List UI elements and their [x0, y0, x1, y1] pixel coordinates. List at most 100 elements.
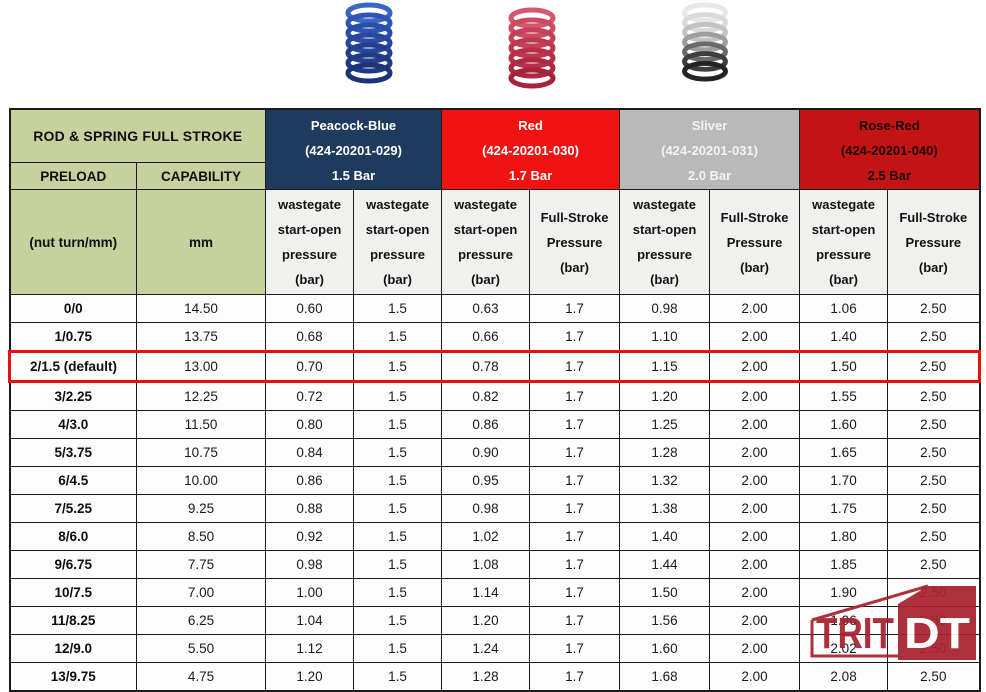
preload-header: PRELOAD: [9, 162, 137, 190]
table-corner-title: ROD & SPRING FULL STROKE: [8, 108, 267, 163]
spring-coil: [682, 61, 728, 82]
logo-text-left: TRIT: [816, 609, 894, 658]
value-cell: 2.00: [709, 466, 801, 495]
value-cell: 2.00: [709, 662, 801, 692]
spring-coil: [345, 2, 393, 24]
value-cell: 2.00: [709, 550, 801, 579]
value-cell: 0.84: [265, 438, 355, 467]
value-cell: 1.56: [619, 606, 711, 635]
spring-coil: [682, 2, 728, 23]
value-cell: 14.50: [135, 294, 267, 323]
value-cell: 2.00: [709, 322, 801, 352]
preload-cell: 0/0: [9, 294, 137, 323]
spring-coil: [682, 22, 728, 43]
logo-box: [898, 586, 976, 660]
value-cell: 0.98: [619, 294, 711, 323]
spring-coil: [682, 31, 728, 53]
value-cell: 0.72: [265, 381, 355, 411]
value-cell: 2.00: [709, 494, 801, 523]
value-cell: 2.50: [887, 662, 981, 692]
value-cell: 1.70: [799, 466, 889, 495]
logo-outline: [810, 620, 898, 658]
value-cell: 2.50: [887, 522, 981, 551]
logo-text-right: DT: [904, 609, 970, 658]
value-cell: 1.00: [265, 578, 355, 607]
spring-coil: [508, 37, 556, 59]
table-row: 7/5.25 9.25 0.88 1.5 0.98 1.7 1.38 2.00 1.75 2.50: [9, 494, 981, 523]
group-rated-pressure: 1.5 Bar: [331, 167, 376, 183]
preload-cell: 3/2.25: [9, 381, 137, 411]
table-row: 12/9.05.501.121.51.241.71.602.002.022.50: [9, 634, 981, 663]
value-cell: 1.5: [353, 410, 443, 439]
value-cell: 1.7: [529, 438, 621, 467]
value-cell: 1.7: [529, 350, 621, 383]
value-cell: 1.12: [265, 634, 355, 663]
preload-cell: 10/7.5: [9, 578, 137, 607]
sliver-spring-photo: [682, 2, 728, 82]
value-cell: 1.5: [353, 578, 443, 607]
value-cell: 1.7: [529, 494, 621, 523]
tritdt-watermark-logo: TRIT DT: [810, 584, 976, 660]
value-cell: 1.50: [799, 350, 889, 383]
value-cell: 2.08: [799, 662, 889, 692]
value-cell: 0.70: [265, 350, 355, 383]
value-cell: 6.25: [135, 606, 267, 635]
value-cell: 0.98: [441, 494, 531, 523]
value-cell: 0.95: [441, 466, 531, 495]
value-cell: 1.7: [529, 522, 621, 551]
preload-cell: 9/6.75: [9, 550, 137, 579]
subcolumn-header: wastegate start-open pressure (bar): [441, 189, 531, 295]
spring-coil: [345, 32, 393, 54]
spring-coil: [345, 52, 393, 74]
value-cell: 1.5: [353, 438, 443, 467]
value-cell: 1.75: [799, 494, 889, 523]
value-cell: 1.85: [799, 550, 889, 579]
value-cell: 1.7: [529, 466, 621, 495]
value-cell: 1.14: [441, 578, 531, 607]
value-cell: 1.7: [529, 294, 621, 323]
value-cell: 2.50: [887, 322, 981, 352]
value-cell: 8.50: [135, 522, 267, 551]
table-row: 13/9.75 4.75 1.20 1.5 1.28 1.7 1.68 2.00 2.08 2.5…: [9, 662, 981, 692]
group-rated-pressure: 1.7 Bar: [508, 167, 553, 183]
spring-coil: [508, 57, 556, 79]
group-part-number: (424-20201-031): [661, 142, 758, 158]
value-cell: 2.50: [887, 550, 981, 579]
value-cell: 1.20: [441, 606, 531, 635]
value-cell: 1.60: [619, 634, 711, 663]
preload-unit-header: (nut turn/mm): [9, 189, 137, 295]
preload-cell: 5/3.75: [9, 438, 137, 467]
spring-coil: [682, 41, 728, 62]
spring-coil: [345, 12, 393, 34]
group-header-peacock-blue: Peacock-Blue (424-20201-029) 1.5 Bar: [265, 108, 443, 190]
page: ROD & SPRING FULL STROKE Peacock-Blue (4…: [8, 2, 982, 692]
spring-coil: [508, 47, 556, 69]
group-name: Red: [518, 117, 543, 133]
value-cell: 1.5: [353, 381, 443, 411]
value-cell: 2.00: [709, 381, 801, 411]
group-header-red: Red (424-20201-030) 1.7 Bar: [441, 108, 621, 190]
logo-roofline: [811, 584, 929, 622]
value-cell: 1.08: [441, 550, 531, 579]
value-cell: 1.5: [353, 634, 443, 663]
value-cell: 0.66: [441, 322, 531, 352]
table-row: 6/4.5 10.00 0.86 1.5 0.95 1.7 1.32 2.00 1.70 2.50: [9, 466, 981, 495]
value-cell: 1.50: [619, 578, 711, 607]
value-cell: 5.50: [135, 634, 267, 663]
value-cell: 2.00: [709, 522, 801, 551]
value-cell: 1.68: [619, 662, 711, 692]
table-row: 9/6.75 7.75 0.98 1.5 1.08 1.7 1.44 2.00 1.85 2.50: [9, 550, 981, 579]
value-cell: 1.28: [619, 438, 711, 467]
value-cell: 1.32: [619, 466, 711, 495]
spring-coil: [508, 17, 556, 39]
value-cell: 1.7: [529, 662, 621, 692]
value-cell: 2.00: [709, 438, 801, 467]
subcolumn-header: Full-Stroke Pressure (bar): [887, 189, 981, 295]
value-cell: 0.88: [265, 494, 355, 523]
preload-cell: 11/8.25: [9, 606, 137, 635]
group-header-rose-red: Rose-Red (424-20201-040) 2.5 Bar: [799, 108, 981, 190]
subcolumn-header: wastegate start-open pressure (bar): [265, 189, 355, 295]
value-cell: 1.60: [799, 410, 889, 439]
value-cell: 1.55: [799, 381, 889, 411]
spring-coil: [508, 27, 556, 49]
